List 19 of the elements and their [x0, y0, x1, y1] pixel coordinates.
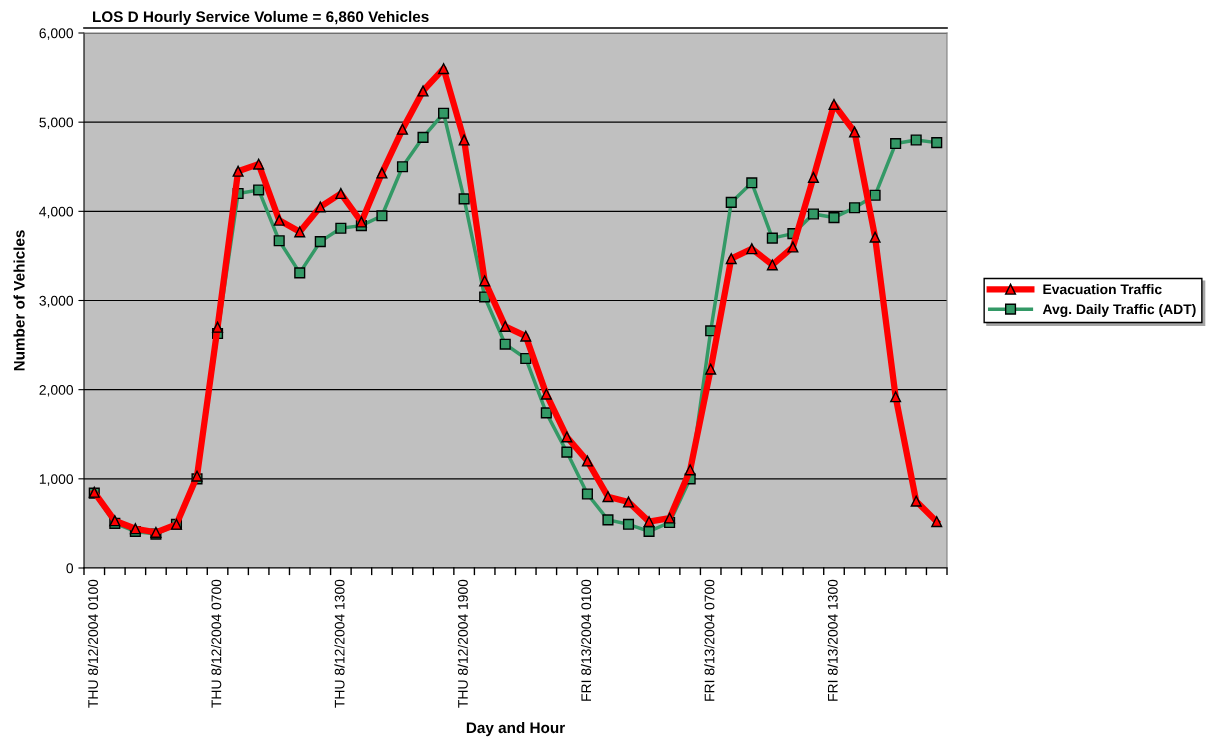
y-tick-label: 5,000	[39, 117, 74, 129]
chart-title: LOS D Hourly Service Volume = 6,860 Vehicles	[93, 10, 429, 26]
y-tick-label: 6,000	[39, 28, 74, 40]
x-tick-label: THU 8/12/2004 0700	[211, 579, 222, 708]
x-tick-label: FRI 8/13/2004 1300	[827, 579, 838, 701]
y-tick-label: 2,000	[39, 385, 74, 397]
x-axis-title: Day and Hour	[466, 721, 565, 737]
x-tick-label: THU 8/12/2004 0100	[87, 579, 98, 708]
x-tick-label: FRI 8/13/2004 0700	[704, 579, 715, 701]
y-tick-label: 1,000	[39, 474, 74, 486]
legend-label: Avg. Daily Traffic (ADT)	[1042, 303, 1196, 317]
legend-label: Evacuation Traffic	[1043, 284, 1162, 295]
x-tick-label: THU 8/12/2004 1300	[334, 579, 345, 708]
y-tick-label: 4,000	[39, 206, 74, 219]
x-tick-label: THU 8/12/2004 1900	[457, 579, 468, 708]
y-tick-label: 0	[66, 563, 74, 574]
x-tick-label: FRI 8/13/2004 0100	[580, 579, 592, 701]
y-tick-label: 3,000	[39, 295, 74, 308]
y-axis-title: Number of Vehicles	[13, 230, 25, 371]
